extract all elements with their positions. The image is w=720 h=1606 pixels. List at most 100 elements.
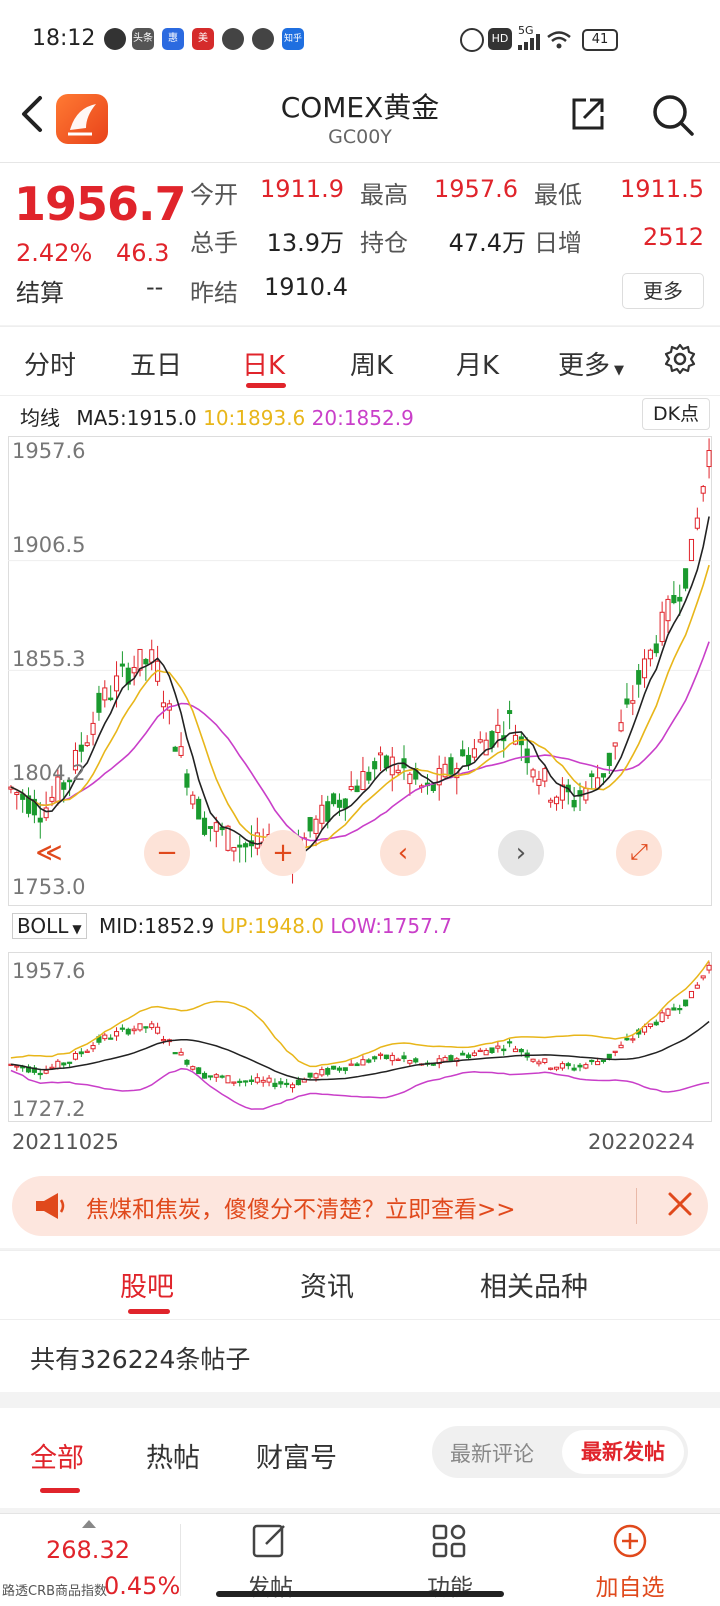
add-watchlist-label: 加自选 bbox=[595, 1575, 665, 1601]
zoom-out-button[interactable]: − bbox=[144, 830, 190, 876]
sort-latest-post[interactable]: 最新发帖 bbox=[562, 1430, 684, 1474]
settle-label: 结算 bbox=[16, 279, 64, 307]
high-label: 最高 bbox=[360, 181, 408, 209]
boll-candle-body bbox=[125, 1028, 131, 1035]
boll-candle-body bbox=[55, 1060, 61, 1069]
boll-candle-body bbox=[600, 1059, 607, 1062]
boll-candle-body bbox=[354, 1063, 360, 1067]
hui-icon: 惠 bbox=[162, 28, 184, 50]
tab-forum[interactable]: 股吧 bbox=[120, 1272, 174, 1303]
candle-body bbox=[360, 771, 366, 791]
candle-body bbox=[571, 799, 577, 808]
filter-hot[interactable]: 热帖 bbox=[146, 1443, 200, 1474]
ad-banner[interactable]: 焦煤和焦炭，傻傻分不清楚？立即查看>> bbox=[12, 1176, 708, 1236]
scroll-right-button[interactable]: › bbox=[498, 830, 544, 876]
add-watchlist-button[interactable]: 加自选 bbox=[585, 1522, 675, 1602]
tab-monthly-k[interactable]: 月K bbox=[456, 351, 500, 381]
index-ticker[interactable]: 268.32 路透CRB商品指数 0.45% bbox=[0, 1514, 180, 1606]
signal-icon bbox=[518, 34, 540, 50]
candle-body bbox=[653, 643, 659, 654]
tab-daily-k[interactable]: 日K bbox=[242, 351, 286, 381]
back-icon[interactable] bbox=[18, 94, 48, 134]
scroll-left-button[interactable]: ‹ bbox=[380, 830, 426, 876]
boll-candle-body bbox=[266, 1077, 272, 1083]
gear-icon[interactable] bbox=[664, 343, 696, 375]
candle-body bbox=[354, 785, 360, 793]
tab-intraday[interactable]: 分时 bbox=[24, 351, 77, 381]
tab-related[interactable]: 相关品种 bbox=[480, 1272, 588, 1303]
boll-candle-body bbox=[360, 1059, 366, 1066]
share-icon[interactable] bbox=[568, 94, 608, 134]
boll-mid-line bbox=[10, 1020, 710, 1081]
filter-all[interactable]: 全部 bbox=[30, 1443, 84, 1474]
chart-period-tabs: 分时 五日 日K 周K 月K 更多 ▼ bbox=[0, 326, 720, 396]
more-quote-button[interactable]: 更多 bbox=[622, 273, 704, 309]
boll-chart[interactable]: 1957.6 1727.2 bbox=[8, 952, 712, 1122]
boll-candle-body bbox=[465, 1054, 472, 1059]
boll-candle-body bbox=[512, 1048, 519, 1053]
tab-weekly-k[interactable]: 周K bbox=[350, 351, 394, 381]
boll-candle-body bbox=[671, 1007, 677, 1011]
boll-candle-body bbox=[201, 1072, 208, 1079]
close-icon[interactable] bbox=[660, 1184, 700, 1224]
boll-candle-body bbox=[518, 1048, 524, 1053]
indicator-caret-icon: ▼ bbox=[72, 922, 82, 936]
boll-candle-body bbox=[207, 1075, 213, 1078]
index-percent: 0.45% bbox=[104, 1572, 181, 1600]
candle-body bbox=[184, 773, 190, 788]
candle-body bbox=[43, 807, 49, 819]
boll-candle-body bbox=[178, 1051, 184, 1056]
candle-body bbox=[25, 795, 32, 814]
ma5-value: MA5:1915.0 bbox=[76, 406, 197, 430]
dk-point-button[interactable]: DK点 bbox=[642, 398, 710, 430]
boll-candle-body bbox=[559, 1063, 565, 1069]
boll-candle-body bbox=[190, 1066, 196, 1070]
candlestick-chart[interactable]: 1957.6 1906.5 1855.3 1804.2 1753.0 bbox=[8, 436, 712, 906]
boll-candle-body bbox=[72, 1052, 79, 1060]
ma-legend-prefix: 均线 bbox=[20, 406, 60, 430]
indicator-selector[interactable]: BOLL ▼ bbox=[12, 913, 87, 939]
candle-body bbox=[348, 786, 354, 790]
megaphone-icon bbox=[36, 1193, 65, 1219]
boll-candle-body bbox=[553, 1066, 560, 1070]
candle-body bbox=[559, 784, 565, 801]
boll-candle-body bbox=[407, 1059, 413, 1064]
function-button[interactable]: 功能 bbox=[405, 1522, 495, 1602]
boll-candle-body bbox=[653, 1021, 659, 1026]
boll-candle-body bbox=[700, 975, 706, 979]
candle-body bbox=[553, 796, 560, 805]
boll-candle-body bbox=[67, 1061, 73, 1064]
boll-candle-body bbox=[501, 1048, 507, 1052]
candle-body bbox=[600, 773, 607, 778]
filter-wealth[interactable]: 财富号 bbox=[256, 1443, 337, 1474]
fullscreen-icon[interactable]: ⤢ bbox=[616, 830, 662, 876]
candle-body bbox=[694, 517, 700, 529]
app-logo-icon bbox=[56, 94, 108, 144]
boll-candle-body bbox=[624, 1037, 630, 1041]
candle-body bbox=[688, 538, 695, 562]
boll-candle-body bbox=[155, 1026, 161, 1034]
post-button[interactable]: 发帖 bbox=[225, 1522, 315, 1602]
boll-candle-body bbox=[372, 1056, 378, 1060]
boll-candle-body bbox=[389, 1054, 395, 1062]
zoom-in-button[interactable]: + bbox=[260, 830, 306, 876]
boll-y-axis-label: 1957.6 bbox=[12, 959, 85, 983]
post-count: 共有326224条帖子 bbox=[30, 1345, 251, 1374]
boll-candle-body bbox=[383, 1054, 389, 1060]
boll-candle-body bbox=[706, 964, 712, 971]
boll-candle-body bbox=[319, 1069, 325, 1076]
tab-news[interactable]: 资讯 bbox=[300, 1272, 354, 1303]
boll-candle-body bbox=[595, 1061, 601, 1066]
scroll-left-fast-button[interactable]: ≪ bbox=[35, 838, 63, 868]
tab-five-day[interactable]: 五日 bbox=[130, 351, 183, 381]
boll-candle-body bbox=[548, 1067, 554, 1070]
section-tab-indicator bbox=[128, 1309, 170, 1314]
tab-more[interactable]: 更多 ▼ bbox=[558, 345, 624, 382]
low-label: 最低 bbox=[534, 181, 582, 209]
search-icon[interactable] bbox=[650, 92, 696, 138]
candle-body bbox=[67, 779, 73, 783]
edit-icon bbox=[252, 1524, 285, 1558]
sort-latest-comment[interactable]: 最新评论 bbox=[450, 1442, 534, 1466]
candle-body bbox=[84, 742, 90, 746]
boll-candle-body bbox=[131, 1028, 137, 1032]
